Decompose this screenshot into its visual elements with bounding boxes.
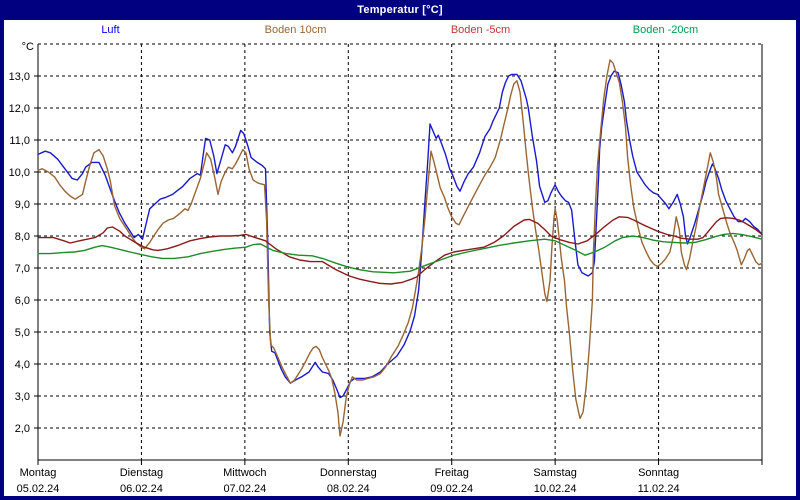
x-date-label: 05.02.24 xyxy=(17,483,60,495)
x-day-label: Dienstag xyxy=(120,467,163,479)
y-tick-label: 10,0 xyxy=(9,167,30,179)
x-date-label: 06.02.24 xyxy=(120,483,163,495)
temperature-chart: 13,0 12,0 11,0 10,0 9,0 8,0 7,0 6,0 5,0 4,0 3,0 2,0… xyxy=(9,41,763,495)
legend-label-boden-5cm: Boden -5cm xyxy=(450,24,511,36)
y-tick-label: 6,0 xyxy=(15,295,30,307)
chart-legend: Luft Boden 10cm Boden -5cm Boden -20cm xyxy=(18,23,758,37)
legend-label-luft: Luft xyxy=(101,24,120,36)
series-line-boden-5cm xyxy=(37,216,763,285)
y-tick-label: 13,0 xyxy=(9,71,30,83)
x-day-label: Donnerstag xyxy=(320,467,377,479)
series-line-luft xyxy=(37,70,763,399)
x-date-label: 11.02.24 xyxy=(638,483,680,495)
x-date-label: 08.02.24 xyxy=(327,483,370,495)
x-day-label: Sonntag xyxy=(638,467,679,479)
y-tick-label: 11,0 xyxy=(9,135,30,147)
x-day-label: Samstag xyxy=(533,467,576,479)
y-tick-label: 4,0 xyxy=(15,359,30,371)
legend-label-boden-20cm: Boden -20cm xyxy=(632,24,699,36)
x-date-label: 10.02.24 xyxy=(534,483,577,495)
y-tick-label: 2,0 xyxy=(15,423,30,435)
series-line-boden-10cm xyxy=(37,59,763,437)
title-bar: Temperatur [°C] xyxy=(0,0,800,20)
x-day-label: Montag xyxy=(20,467,57,479)
y-tick-label: 12,0 xyxy=(9,103,30,115)
y-axis-unit: °C xyxy=(22,41,34,53)
y-tick-label: 9,0 xyxy=(15,199,30,211)
window-title: Temperatur [°C] xyxy=(357,4,443,16)
y-tick-label: 5,0 xyxy=(15,327,30,339)
series-line-boden-20cm xyxy=(37,232,763,274)
y-tick-label: 8,0 xyxy=(15,231,30,243)
x-day-label: Freitag xyxy=(435,467,469,479)
x-date-label: 07.02.24 xyxy=(223,483,266,495)
x-day-label: Mittwoch xyxy=(223,467,266,479)
y-tick-label: 3,0 xyxy=(15,391,30,403)
chart-panel: Luft Boden 10cm Boden -5cm Boden -20cm 1… xyxy=(4,20,796,496)
x-date-label: 09.02.24 xyxy=(430,483,473,495)
y-tick-label: 7,0 xyxy=(15,263,30,275)
legend-label-boden-10cm: Boden 10cm xyxy=(264,24,327,36)
